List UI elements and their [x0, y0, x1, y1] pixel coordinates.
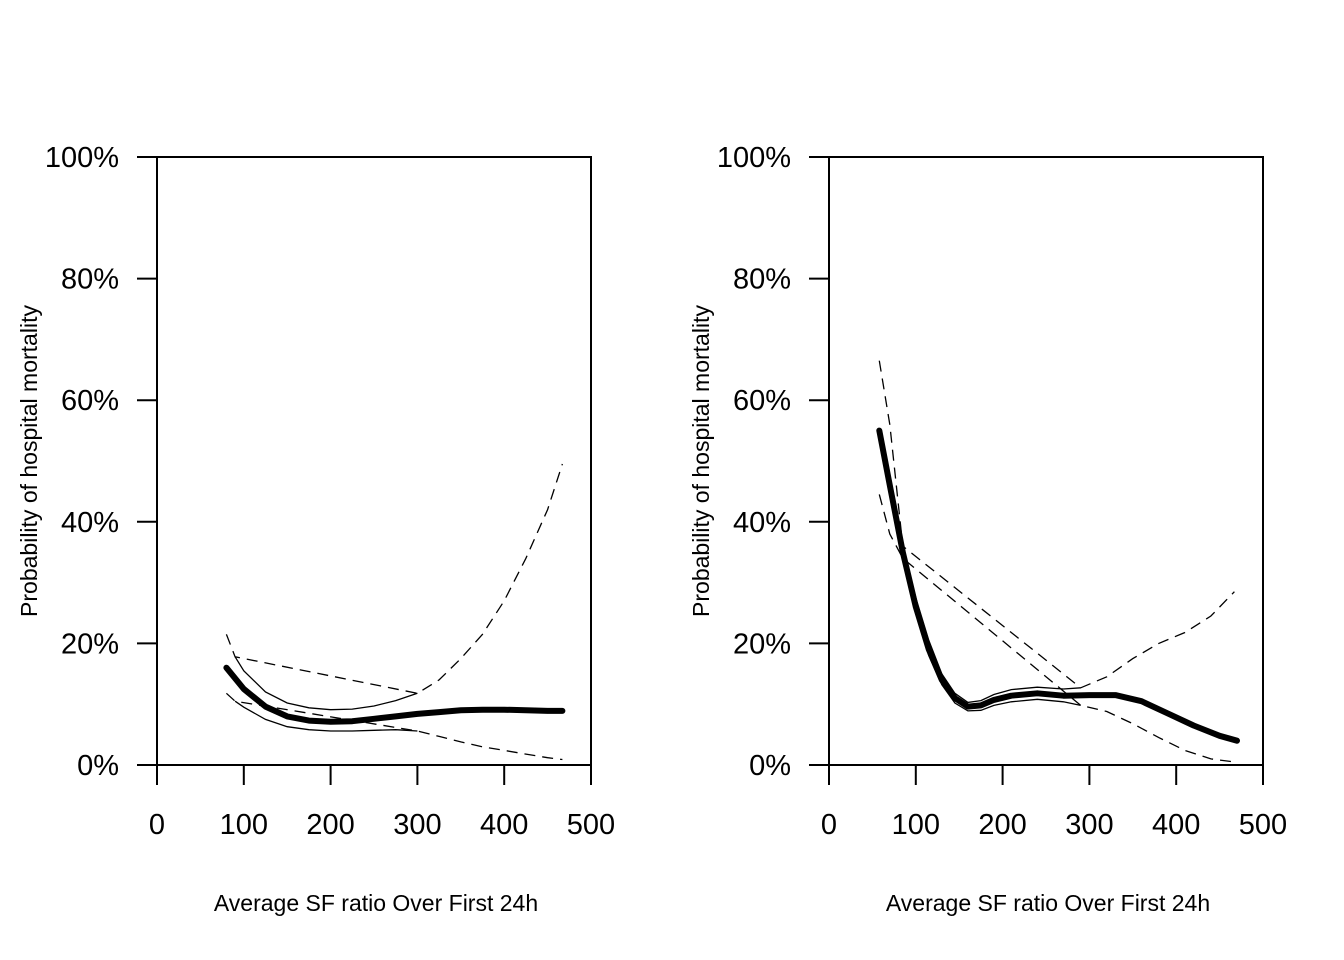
y-tick-label: 20%: [733, 628, 791, 660]
x-tick-label: 0: [149, 809, 165, 841]
confidence-band-outer-line: [878, 360, 1235, 689]
x-axis-title: Average SF ratio Over First 24h: [886, 890, 1210, 916]
x-tick-label: 400: [1152, 809, 1200, 841]
y-axis-title: Probability of hospital mortality: [688, 305, 714, 617]
x-tick-label: 300: [1065, 809, 1113, 841]
y-tick-label: 60%: [61, 385, 119, 417]
confidence-band-inner-line: [234, 700, 418, 732]
x-tick-label: 500: [567, 809, 615, 841]
plot-frame: [156, 156, 592, 766]
chart-panel-2: 0% 20% 40% 60% 80% 100% 0 100 200 300 400 500 Averag…: [688, 142, 1287, 916]
confidence-band-outer-line: [225, 692, 563, 761]
x-tick-label: 400: [480, 809, 528, 841]
y-tick-label: 20%: [61, 628, 119, 660]
y-axis-title: Probability of hospital mortality: [16, 305, 42, 617]
x-tick-label: 200: [306, 809, 354, 841]
chart-panel-1: 0% 20% 40% 60% 80% 100% 0 100 200 300 400 500 Averag…: [16, 142, 615, 916]
y-tick-label: 40%: [733, 507, 791, 539]
confidence-band-outer-line: [225, 463, 564, 694]
fitted-curve: [223, 664, 566, 725]
x-tick-label: 200: [978, 809, 1026, 841]
y-tick-label: 80%: [61, 264, 119, 296]
plot-frame: [828, 156, 1264, 766]
x-tick-label: 300: [393, 809, 441, 841]
x-tick-label: 500: [1239, 809, 1287, 841]
x-tick-label: 100: [220, 809, 268, 841]
x-tick-label: 100: [892, 809, 940, 841]
confidence-band-outer-line: [878, 494, 1235, 763]
y-tick-label: 40%: [61, 507, 119, 539]
y-tick-label: 0%: [77, 750, 119, 782]
x-axis-title: Average SF ratio Over First 24h: [214, 890, 538, 916]
confidence-band-inner-line: [234, 656, 418, 711]
y-tick-label: 0%: [749, 750, 791, 782]
confidence-band-inner-line: [902, 558, 1081, 712]
x-tick-label: 0: [821, 809, 837, 841]
fitted-curve: [876, 427, 1240, 744]
y-tick-label: 60%: [733, 385, 791, 417]
y-tick-label: 80%: [733, 264, 791, 296]
y-tick-label: 100%: [45, 142, 119, 174]
confidence-band-inner-line: [902, 545, 1081, 704]
y-tick-label: 100%: [717, 142, 791, 174]
